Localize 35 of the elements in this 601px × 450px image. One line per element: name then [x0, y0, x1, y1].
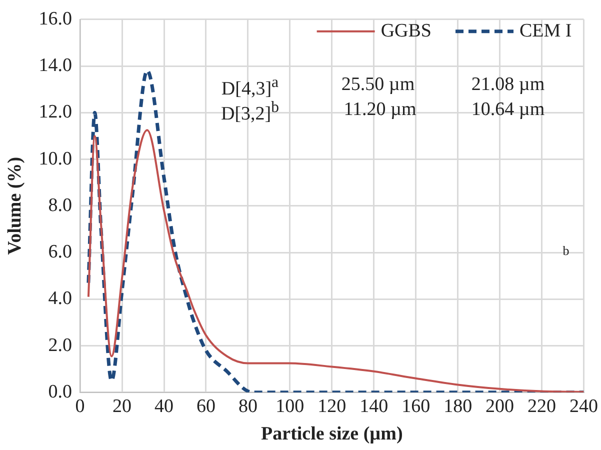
- x-tick-label: 60: [196, 396, 216, 417]
- y-tick-label: 6.0: [48, 242, 72, 263]
- y-tick-label: 2.0: [48, 334, 72, 356]
- y-tick-label: 14.0: [38, 55, 72, 76]
- x-axis-title: Particle size (µm): [261, 424, 403, 445]
- y-tick-label: 0.0: [48, 381, 72, 402]
- y-tick-label: 16.0: [38, 8, 72, 30]
- x-tick-label: 0: [75, 396, 85, 417]
- y-tick-label: 12.0: [38, 102, 72, 123]
- annotation: 11.20 µm: [344, 99, 416, 121]
- legend-label: CEM I: [520, 20, 572, 42]
- annotation: D[4,3]$^{a}$: [221, 74, 279, 100]
- x-tick-label: 240: [570, 396, 598, 417]
- line-series: [86, 68, 584, 392]
- annotation: 10.64 µm: [471, 99, 545, 121]
- x-tick-label: 140: [360, 396, 388, 417]
- y-axis-title: Volume (%): [4, 156, 26, 255]
- x-tick-label: 40: [154, 396, 174, 417]
- x-tick-label: 220: [528, 396, 556, 417]
- x-tick-label: 180: [444, 396, 472, 417]
- annotation: 21.08 µm: [471, 74, 545, 96]
- line-series: [87, 129, 584, 392]
- x-tick-label: 200: [486, 396, 514, 417]
- annotation: b: [562, 243, 570, 259]
- x-tick-label: 100: [276, 396, 304, 417]
- y-tick-label: 8.0: [48, 194, 72, 216]
- legend-label: GGBS: [380, 20, 432, 42]
- annotation: D[3,2]$^{b}$: [220, 99, 280, 126]
- annotation: 25.50 µm: [341, 74, 415, 96]
- y-tick-label: 4.0: [48, 288, 72, 310]
- x-tick-label: 20: [112, 396, 132, 417]
- y-tick-label: 10.0: [38, 148, 72, 170]
- x-tick-label: 160: [402, 396, 430, 417]
- x-tick-label: 120: [318, 396, 346, 417]
- x-tick-label: 80: [238, 396, 258, 417]
